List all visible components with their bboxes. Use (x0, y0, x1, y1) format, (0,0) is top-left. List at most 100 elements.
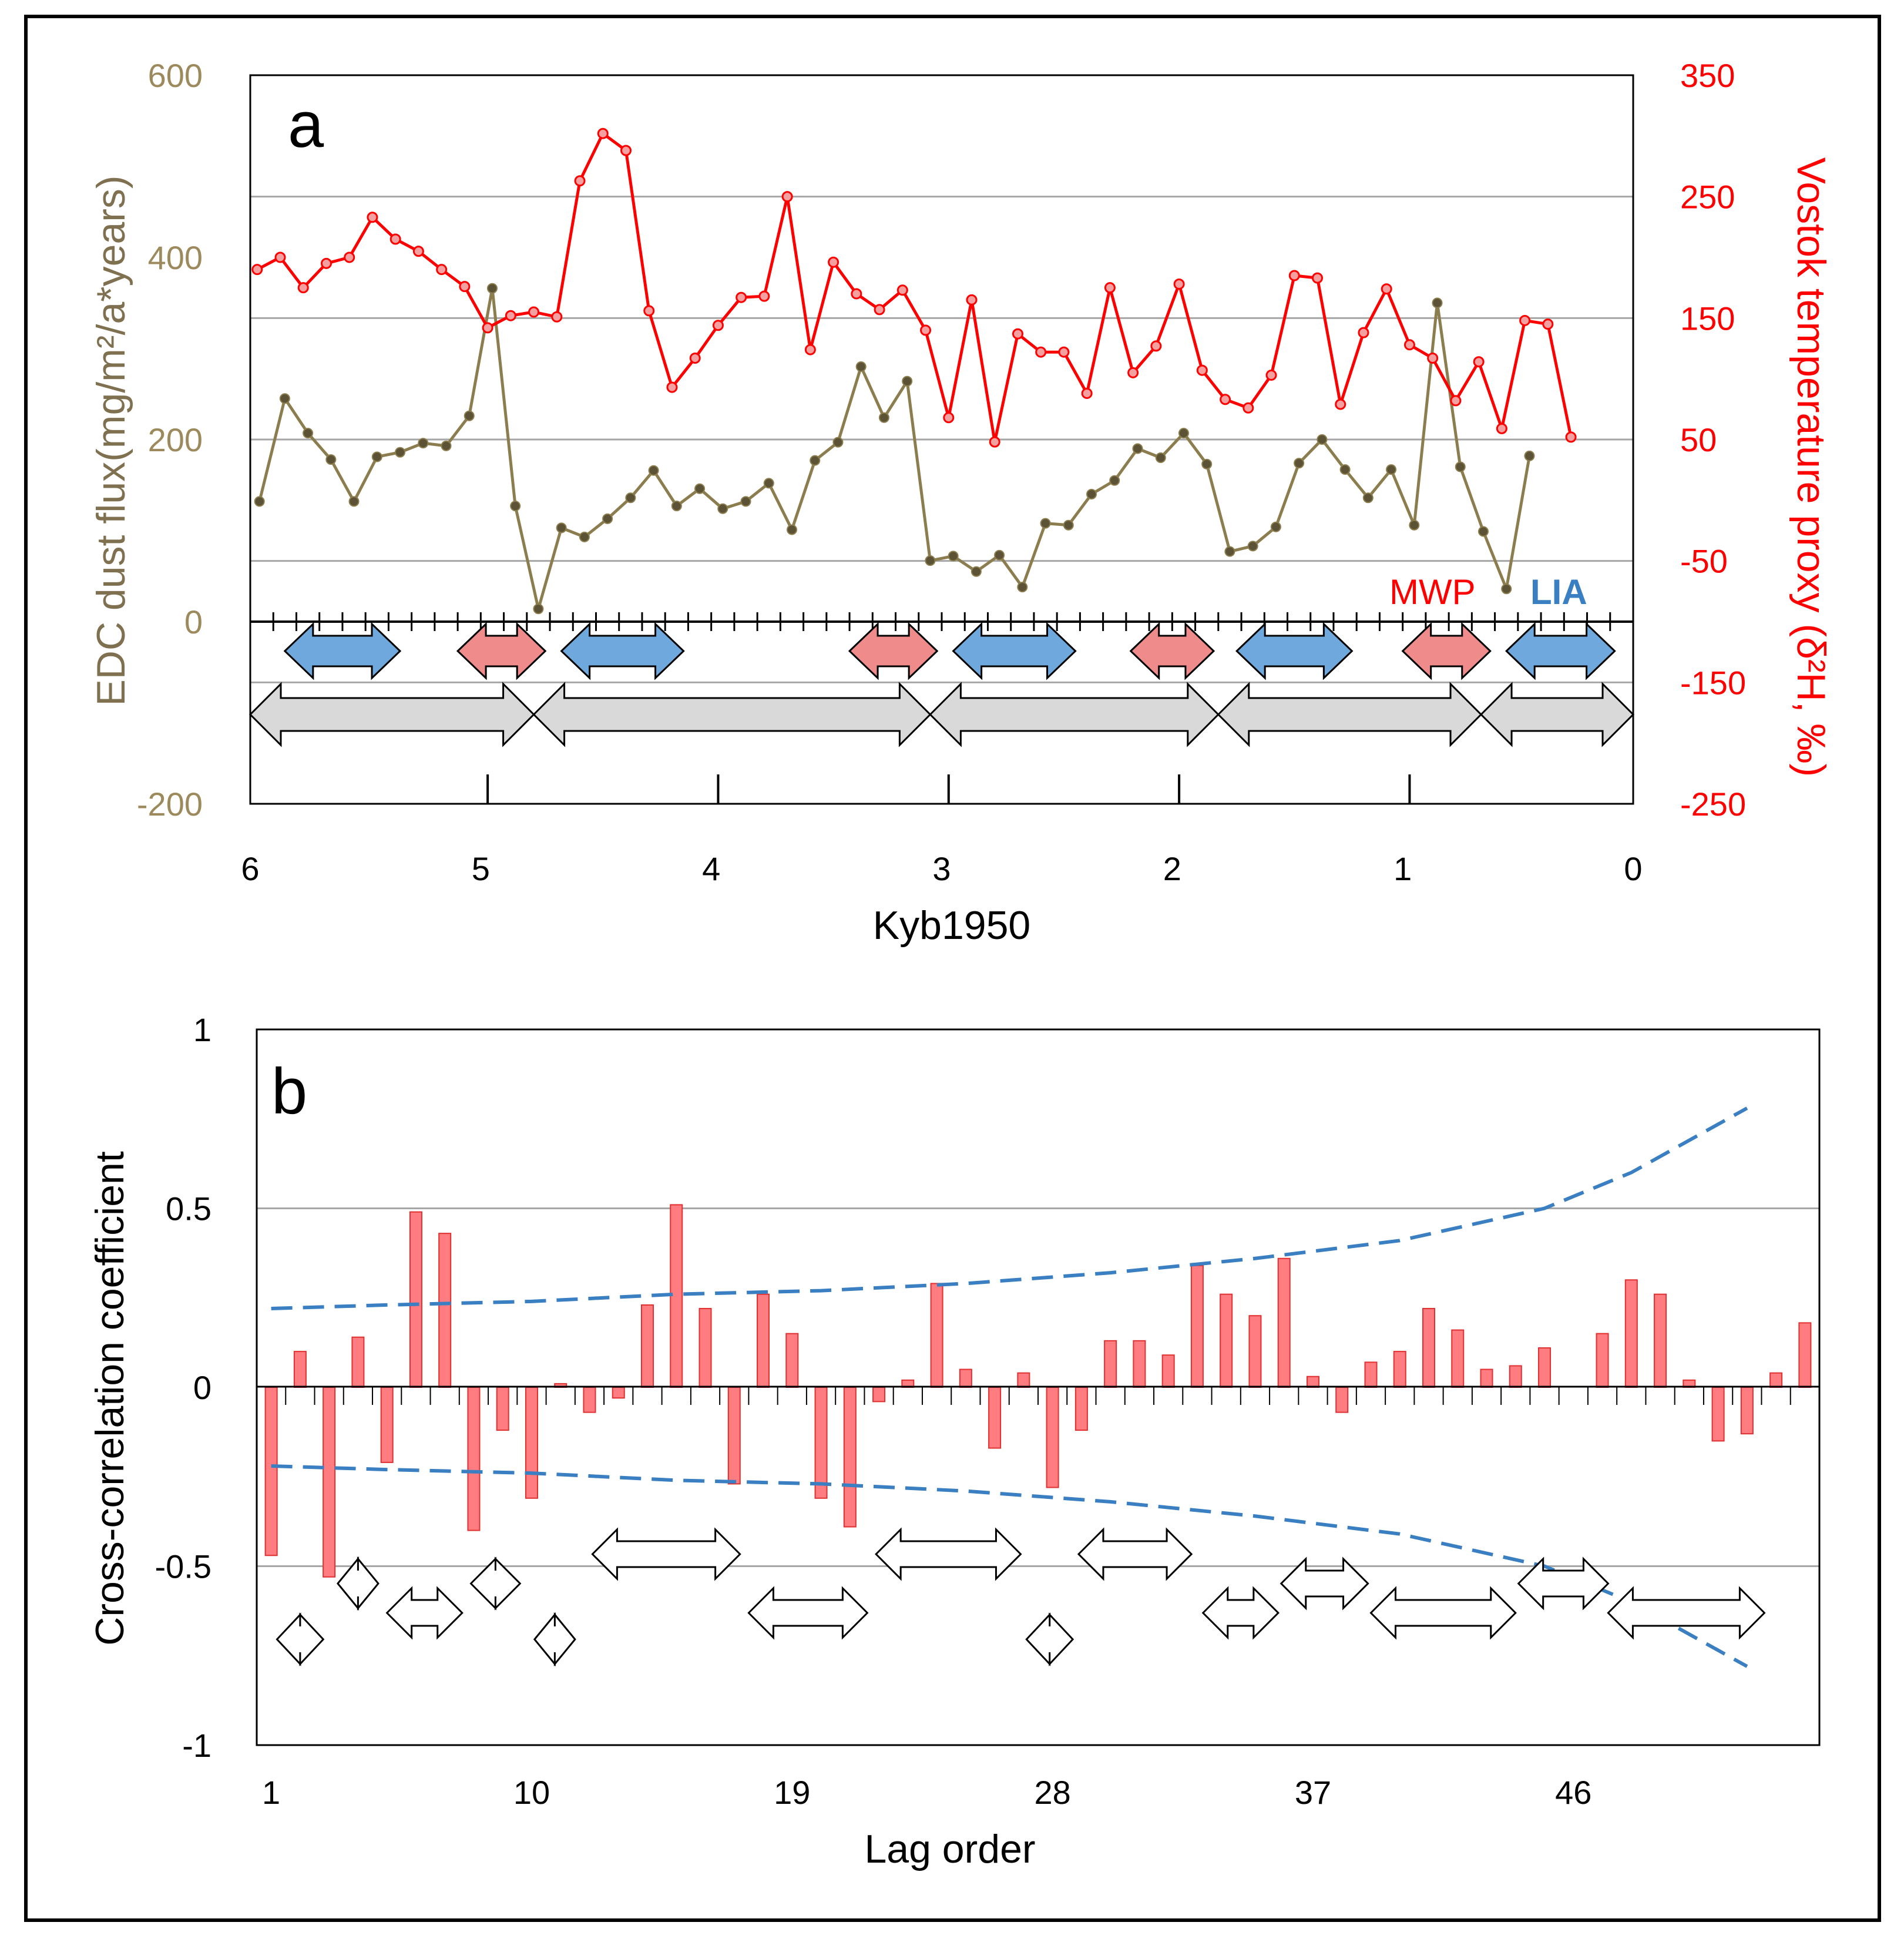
correlation-bar (1480, 1368, 1493, 1388)
left-tick-label: 400 (148, 239, 203, 276)
temperature-point (1542, 318, 1554, 330)
dust-point (325, 454, 337, 465)
period-arrow (1607, 1586, 1766, 1640)
dust-point (1339, 464, 1351, 475)
dust-point (348, 496, 360, 507)
period-arrow (336, 1556, 380, 1611)
temperature-point (1335, 398, 1346, 410)
temperature-point (412, 246, 424, 257)
correlation-bar (641, 1304, 654, 1388)
dust-point (717, 503, 728, 514)
correlation-bar (988, 1387, 1002, 1449)
left-tick-label: 0 (184, 603, 203, 640)
dust-point (1386, 464, 1397, 475)
dust-point (1432, 297, 1443, 308)
right-tick-label: 150 (1680, 300, 1735, 337)
lia-arrow (1235, 622, 1354, 680)
x-tick-label: 10 (513, 1774, 550, 1811)
correlation-bar (1393, 1351, 1406, 1388)
dust-point (486, 283, 498, 294)
upper-confidence-line (271, 1106, 1748, 1311)
panel-a-x-ticks (249, 612, 1634, 804)
dust-line (258, 288, 1531, 609)
panel-b-plot-area (256, 1028, 1821, 1746)
mwp-arrow (1129, 622, 1215, 680)
panel-a-x-tick-labels: 6 5 4 3 2 1 0 (241, 850, 1642, 887)
period-arrow (747, 1586, 869, 1640)
y-tick-label: -1 (182, 1727, 211, 1764)
dust-point (694, 483, 706, 494)
panel-b-y-axis-title: Cross-correlation coefficient (88, 1151, 132, 1646)
dust-point (648, 465, 659, 476)
panel-a-label: a (288, 89, 324, 161)
temperature-point (1012, 328, 1023, 340)
dust-point (878, 412, 889, 423)
temperature-point (574, 175, 586, 187)
right-tick-label: 50 (1680, 421, 1717, 458)
dust-point (510, 501, 521, 512)
temperature-point (781, 191, 793, 203)
y-tick-label: -0.5 (155, 1548, 212, 1585)
period-arrow (469, 1556, 522, 1611)
right-tick-label: -150 (1680, 664, 1746, 701)
temperature-point (528, 306, 540, 318)
correlation-bar (1220, 1293, 1233, 1388)
x-tick-label: 1 (1393, 850, 1412, 887)
correlation-bar (1509, 1365, 1522, 1388)
dust-point (1132, 443, 1143, 454)
mwp-arrow (1401, 622, 1492, 680)
dust-point (832, 437, 844, 448)
correlation-bar (1624, 1279, 1638, 1388)
period-arrow (591, 1527, 741, 1581)
temperature-point (1358, 327, 1369, 338)
correlation-bar (1306, 1376, 1319, 1388)
temperature-point (804, 344, 816, 355)
lia-arrow (560, 622, 685, 680)
panel-b-y-tick-labels: 1 0.5 0 -0.5 -1 (155, 1011, 212, 1764)
temperature-point (643, 305, 655, 317)
correlation-bar (1133, 1340, 1146, 1388)
correlation-bar (959, 1368, 972, 1388)
y-tick-label: 0 (193, 1369, 211, 1406)
temperature-point (1496, 422, 1507, 434)
correlation-bar (699, 1308, 712, 1388)
temperature-point (1403, 339, 1415, 351)
lia-arrow (1505, 622, 1616, 680)
dust-point (1477, 526, 1489, 537)
temperature-point (1450, 395, 1462, 407)
temperature-point (1127, 367, 1139, 378)
correlation-bar (1161, 1354, 1175, 1388)
panel-b-x-tick-labels: 1 10 19 28 37 46 (262, 1774, 1591, 1811)
panel-b-gridlines (257, 1207, 1819, 1567)
correlation-bar (409, 1211, 422, 1388)
figure-frame (24, 15, 1881, 1922)
correlation-bar (1017, 1372, 1030, 1388)
dust-point (1524, 450, 1535, 461)
dust-point (1178, 428, 1189, 439)
correlation-bar (1596, 1333, 1609, 1388)
temperature-point (597, 128, 609, 139)
temperature-point (1473, 356, 1485, 368)
correlation-bar (930, 1283, 943, 1388)
correlation-bar (1104, 1340, 1117, 1388)
dust-point (763, 478, 774, 489)
temperature-point (1196, 364, 1208, 376)
temperature-point (1150, 340, 1162, 352)
correlation-bar (1074, 1387, 1088, 1431)
correlation-bar (583, 1387, 596, 1413)
temperature-point (874, 304, 885, 316)
dust-point (1201, 458, 1213, 469)
dust-point (1086, 489, 1097, 499)
dust-point (948, 551, 959, 562)
dust-point (441, 440, 452, 451)
temperature-point (1104, 282, 1116, 294)
temperature-point (1265, 369, 1277, 381)
mwp-label: MWP (1389, 572, 1476, 612)
right-tick-label: 250 (1680, 179, 1735, 216)
panel-a-regime-arrows (283, 622, 1616, 680)
dust-point (254, 496, 265, 507)
temperature-point (1081, 387, 1093, 399)
correlation-bar (757, 1293, 770, 1388)
temperature-point (828, 256, 839, 268)
temperature-point (1173, 278, 1185, 290)
